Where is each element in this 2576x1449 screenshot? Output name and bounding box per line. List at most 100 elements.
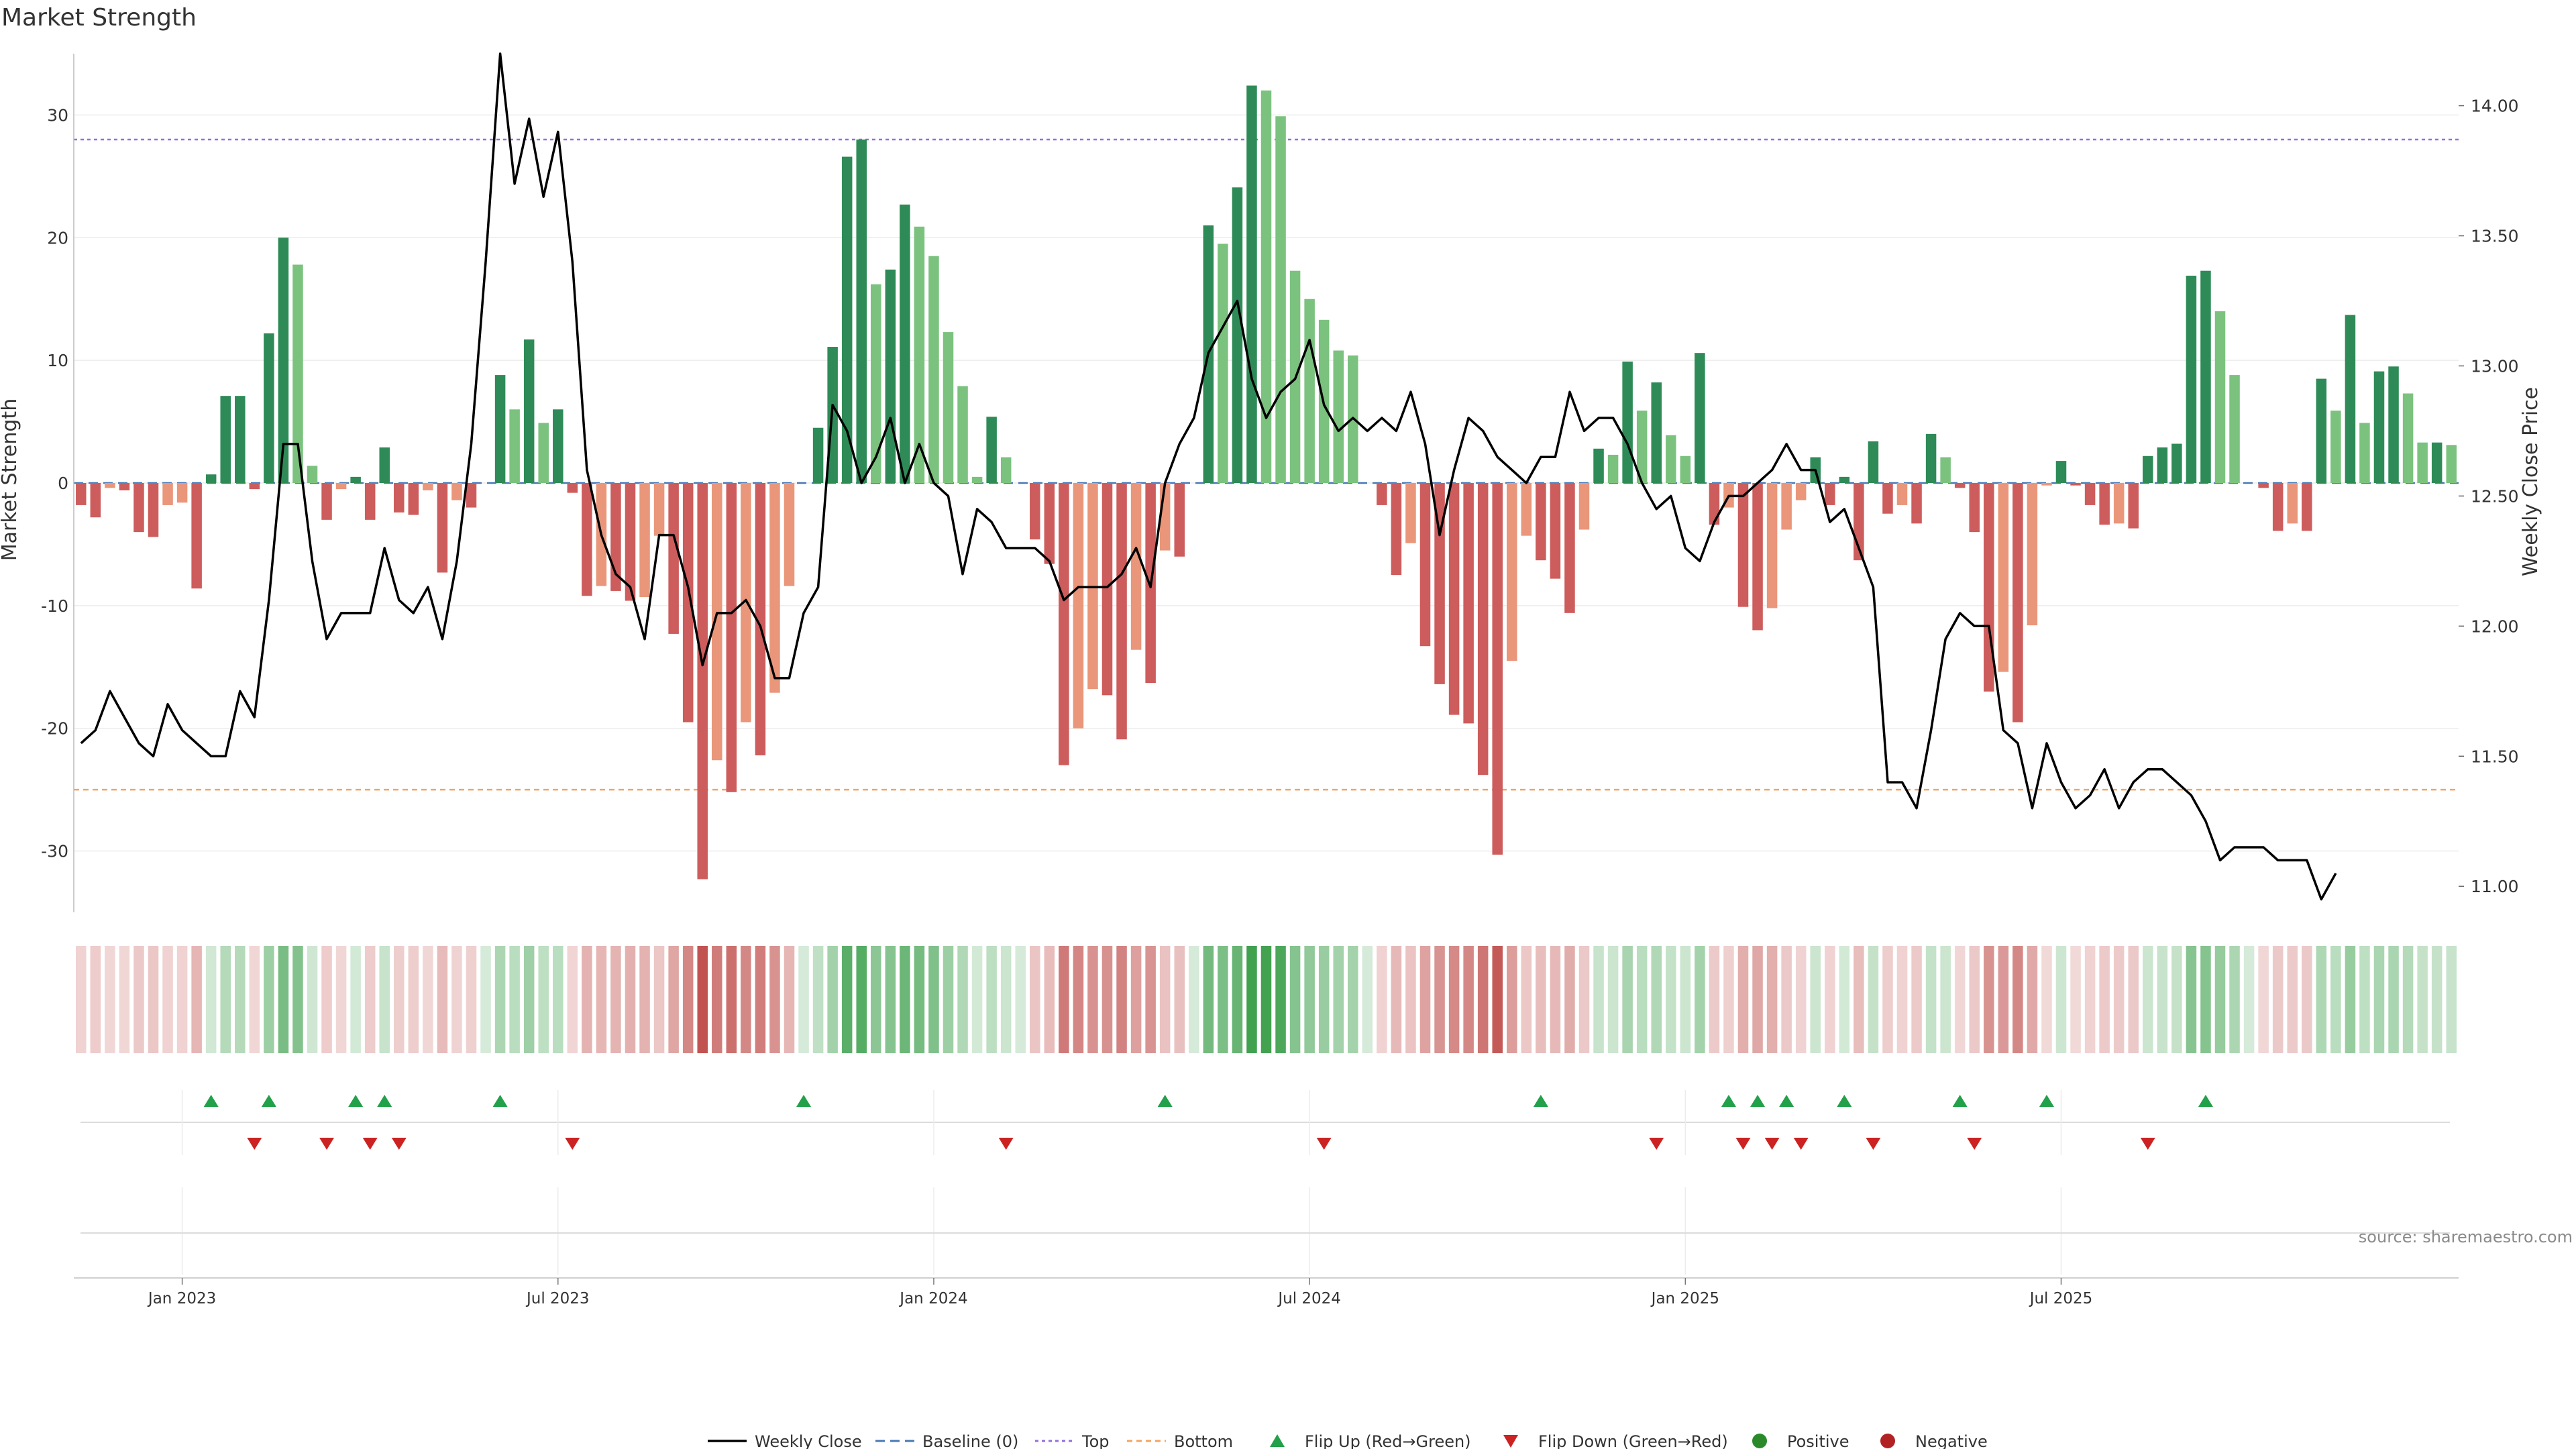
heat-cell xyxy=(2012,946,2023,1053)
strength-bar xyxy=(1246,85,1257,484)
heat-cell xyxy=(2345,946,2356,1053)
heat-cell xyxy=(1260,946,1272,1053)
heat-cell xyxy=(1998,946,2009,1053)
y-axis-label-left: Market Strength xyxy=(0,398,21,561)
heat-cell xyxy=(827,946,838,1053)
legend-label: Flip Down (Green→Red) xyxy=(1538,1432,1728,1449)
strength-bar xyxy=(755,483,766,755)
strength-bar xyxy=(1232,187,1243,483)
strength-bar xyxy=(394,483,405,513)
strength-bar xyxy=(567,483,578,493)
heat-cell xyxy=(2373,946,2385,1053)
heat-cell xyxy=(2200,946,2211,1053)
heat-cell xyxy=(2446,946,2457,1053)
strength-bar xyxy=(2373,371,2385,483)
strength-bar xyxy=(292,264,303,483)
heat-cell xyxy=(1709,946,1720,1053)
heat-cell xyxy=(1059,946,1069,1053)
heat-cell xyxy=(1882,946,1893,1053)
legend: Weekly Close Baseline (0) Top Bottom Flip Up… xyxy=(708,1432,1988,1449)
strength-bar xyxy=(943,332,954,483)
strength-bar xyxy=(1377,483,1387,505)
heat-cell xyxy=(1607,946,1619,1053)
strength-bar xyxy=(1507,483,1517,661)
heat-cell xyxy=(220,946,231,1053)
y-tick-label-left: 20 xyxy=(47,228,68,248)
heat-cell xyxy=(596,946,607,1053)
strength-bar xyxy=(653,483,665,536)
heat-cell xyxy=(307,946,318,1053)
strength-bar xyxy=(437,483,448,573)
strength-bar xyxy=(2027,483,2038,626)
strength-bar xyxy=(133,483,144,533)
strength-bar xyxy=(1564,483,1575,613)
heat-cell xyxy=(162,946,173,1053)
strength-bar xyxy=(1925,433,1937,483)
heat-cell xyxy=(1477,946,1489,1053)
flip-down-marker xyxy=(391,1138,407,1150)
heat-cell xyxy=(1564,946,1575,1053)
heat-cell xyxy=(755,946,766,1053)
strength-bar xyxy=(1463,483,1474,724)
reference-lines xyxy=(74,138,2459,791)
heat-cell xyxy=(1766,946,1778,1053)
strength-bar xyxy=(2084,483,2096,505)
heat-cell xyxy=(2388,946,2399,1053)
strength-bar xyxy=(494,375,506,483)
heat-cell xyxy=(1521,946,1532,1053)
strength-bar xyxy=(625,483,636,601)
heat-cell xyxy=(1030,946,1040,1053)
strength-bar xyxy=(1174,483,1185,557)
heat-cell xyxy=(2128,946,2139,1053)
strength-bar xyxy=(1578,483,1590,530)
heat-cell xyxy=(2041,946,2052,1053)
strength-bar xyxy=(423,483,433,490)
strength-bar xyxy=(1896,483,1908,505)
bottom-axis: Jan 2023 Jul 2023 Jan 2024 Jul 2024 Jan 2025… xyxy=(74,1187,2459,1307)
heat-cell xyxy=(2258,946,2269,1053)
strength-bar xyxy=(2113,483,2125,524)
heat-cell xyxy=(2330,946,2341,1053)
strength-bar xyxy=(2229,375,2240,483)
flip-up-marker xyxy=(1952,1095,1968,1107)
strength-bar xyxy=(957,386,968,483)
heat-cell xyxy=(1015,946,1026,1053)
heat-cell xyxy=(2070,946,2081,1053)
heat-cell xyxy=(986,946,997,1053)
flip-down-marker xyxy=(1735,1138,1751,1150)
strength-bar xyxy=(871,284,881,483)
legend-label: Baseline (0) xyxy=(922,1432,1018,1449)
strength-bar xyxy=(176,483,188,503)
strength-bar xyxy=(1073,483,1084,729)
heat-cell xyxy=(856,946,867,1053)
heat-cell xyxy=(1593,946,1604,1053)
strength-bar xyxy=(119,483,130,490)
heat-cell xyxy=(148,946,159,1053)
heat-cell xyxy=(90,946,101,1053)
flip-up-marker xyxy=(2198,1095,2213,1107)
heat-cell xyxy=(553,946,564,1053)
strength-bar xyxy=(2316,378,2327,483)
heat-cell xyxy=(1680,946,1691,1053)
strength-bar xyxy=(553,409,564,483)
flip-up-marker xyxy=(1533,1095,1548,1107)
heat-cell xyxy=(1102,946,1113,1053)
strength-bar xyxy=(971,476,983,483)
heat-cell xyxy=(2186,946,2197,1053)
strength-bar xyxy=(264,333,274,483)
y-tick-label-left: 30 xyxy=(47,105,68,125)
heat-cell xyxy=(1434,946,1445,1053)
axes: -30 -20 -10 0 10 20 30 11.00 11.50 12.00 12.50 13.0… xyxy=(41,54,2519,912)
strength-bar xyxy=(1492,483,1503,855)
heat-cell xyxy=(914,946,925,1053)
heat-cell xyxy=(451,946,462,1053)
strength-bar xyxy=(812,427,824,483)
strength-bar xyxy=(1059,483,1069,765)
heat-cell xyxy=(1145,946,1156,1053)
heat-cell xyxy=(235,946,246,1053)
strength-bar xyxy=(1825,483,1835,505)
flip-up-marker xyxy=(377,1095,392,1107)
strength-bar xyxy=(2417,442,2428,483)
strength-bar xyxy=(162,483,173,505)
heat-cell xyxy=(1925,946,1937,1053)
